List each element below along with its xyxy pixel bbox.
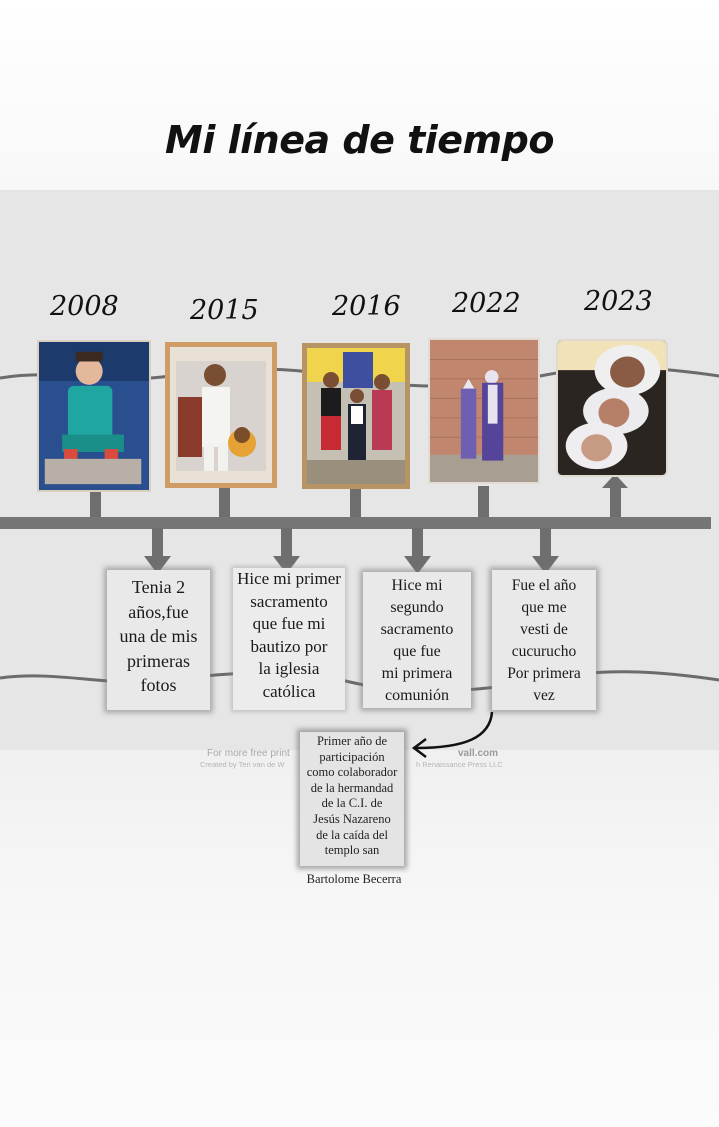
caption-card-2022: Fue el año que me vesti de cucurucho Por pri… — [492, 570, 596, 710]
timeline-bar — [0, 517, 711, 529]
faded-credit-line1-right: vall.com — [458, 748, 499, 759]
faded-credit-line2-right: h Renaissance Press LLC — [416, 760, 503, 769]
faded-credit-line1-left: For more free print — [207, 748, 290, 759]
year-2008: 2008 — [50, 291, 119, 322]
photo-2008 — [37, 340, 151, 492]
caption-card-2016: Hice mi segundo sacramento que fue mi primer… — [363, 572, 471, 708]
photo-2016 — [302, 343, 410, 489]
caption-card-2015: Hice mi primer sacramento que fue mi bautiz… — [233, 568, 345, 710]
photo-2022 — [428, 338, 540, 484]
arrow-up-icon — [602, 474, 628, 520]
arrow-down-icon — [144, 528, 171, 574]
stem-up-3 — [350, 488, 361, 518]
stem-up-4 — [478, 486, 489, 518]
photo-2015 — [165, 342, 277, 488]
faded-credit-line2-left: Created by Teri van de W — [200, 760, 285, 769]
photo-2023 — [556, 339, 668, 477]
year-2016: 2016 — [332, 291, 401, 322]
arrow-down-icon — [532, 528, 559, 574]
arrow-down-icon — [404, 528, 431, 574]
stem-up-2 — [219, 486, 230, 518]
note-last-line: Bartolome Becerra — [306, 872, 402, 886]
note-card-2023: Primer año de participación como colabor… — [300, 732, 404, 866]
background-top — [0, 0, 719, 190]
year-2022: 2022 — [452, 288, 521, 319]
year-2023: 2023 — [584, 286, 653, 317]
caption-card-2008: Tenia 2 años,fue una de mis primeras fotos — [107, 570, 210, 710]
curved-arrow-icon — [411, 711, 494, 758]
page-title: Mi línea de tiempo — [165, 118, 554, 162]
stem-up-1 — [90, 490, 101, 518]
arrow-down-icon — [273, 528, 300, 574]
year-2015: 2015 — [190, 295, 259, 326]
